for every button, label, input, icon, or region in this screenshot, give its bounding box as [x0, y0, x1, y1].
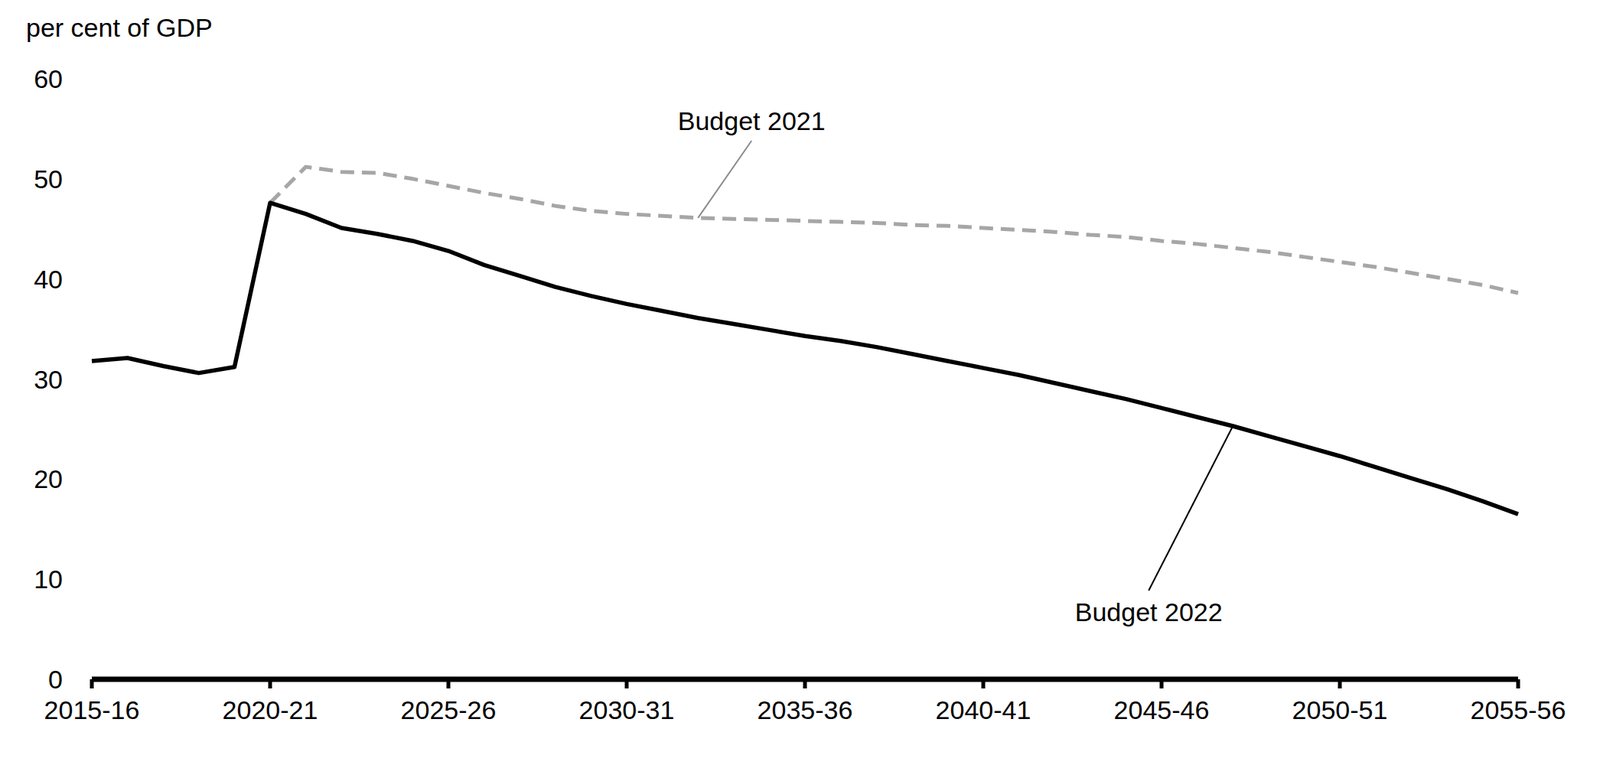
y-tick-label: 60: [33, 64, 63, 94]
annotation-leader: [697, 140, 752, 219]
x-tick: [1338, 679, 1343, 689]
y-tick-label: 20: [33, 464, 63, 494]
x-tick-label: 2025-26: [400, 695, 497, 725]
x-tick-label: 2055-56: [1470, 695, 1567, 725]
x-tick-label: 2045-46: [1114, 695, 1210, 725]
x-tick-label: 2030-31: [579, 695, 675, 725]
x-tick: [1516, 679, 1521, 689]
y-range: [91, 78, 93, 680]
x-tick-label: 2035-36: [757, 695, 854, 725]
x-tick-label: 2050-51: [1292, 695, 1389, 725]
series-label: Budget 2021: [677, 106, 826, 136]
series-line: [91, 202, 1519, 515]
annotation-leader: [1148, 426, 1233, 591]
plot-area: [91, 166, 1519, 515]
y-axis-label: per cent of GDP: [26, 13, 213, 43]
y-tick-label: 50: [33, 164, 63, 194]
chart: per cent of GDP 0 10 20 30 40 50 60 2015-16 2020-…: [0, 0, 1600, 768]
series-line: [270, 166, 1519, 294]
x-tick: [446, 679, 451, 689]
x-tick-label: 2040-41: [935, 695, 1032, 725]
series-label: Budget 2022: [1075, 597, 1223, 627]
y-tick-label: 10: [33, 564, 63, 594]
x-tick: [268, 679, 273, 689]
y-tick-label: 40: [33, 264, 63, 294]
x-tick: [625, 679, 629, 689]
x-tick: [90, 679, 95, 689]
x-tick: [803, 679, 808, 689]
y-tick-label: 30: [33, 364, 63, 395]
x-tick: [1160, 679, 1164, 689]
y-tick-label: 0: [48, 664, 63, 695]
x-tick-label: 2020-21: [222, 695, 319, 725]
x-tick-label: 2015-16: [44, 695, 141, 725]
x-tick: [981, 679, 986, 689]
